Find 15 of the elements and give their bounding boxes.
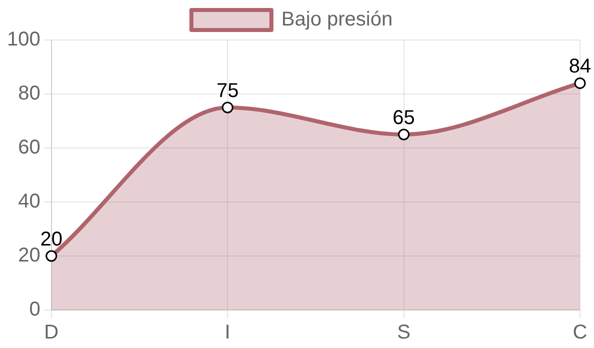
data-label: 84 [568,56,592,78]
y-tick-label: 0 [29,298,40,321]
x-tick-label: C [572,322,588,344]
y-tick-label: 80 [18,82,40,105]
x-tick-label: S [397,322,410,344]
data-label: 65 [392,107,415,130]
y-tick-label: 40 [18,190,40,213]
y-tick-label: 20 [18,244,40,267]
legend-label: Bajo presión [281,8,393,31]
x-tick-label: I [224,322,230,344]
data-label: 75 [216,80,239,102]
y-tick-label: 100 [6,28,40,51]
data-label: 20 [40,228,62,251]
y-tick-label: 60 [18,136,40,159]
x-tick-label: D [44,322,59,344]
